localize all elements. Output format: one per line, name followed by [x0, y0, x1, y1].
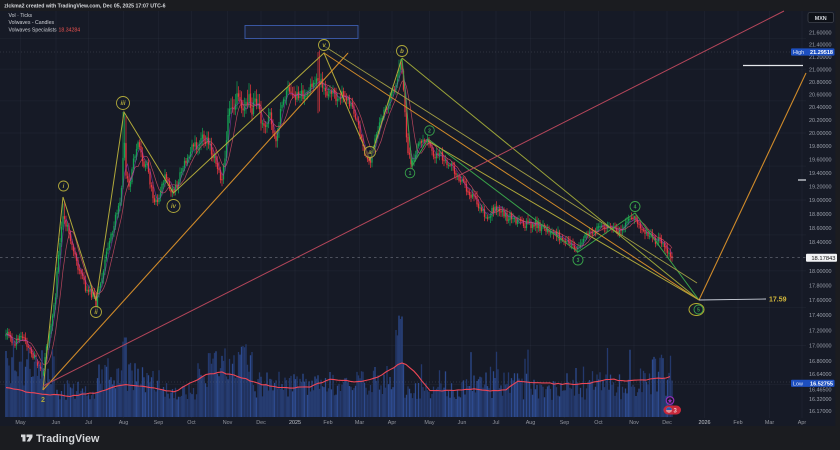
svg-text:19.20000: 19.20000: [809, 185, 831, 191]
svg-text:Dec: Dec: [662, 420, 672, 426]
svg-text:17.00000: 17.00000: [809, 344, 831, 350]
svg-text:Volwaves Specialists: Volwaves Specialists: [9, 27, 58, 33]
svg-text:20.80000: 20.80000: [809, 80, 831, 86]
svg-text:TradingView: TradingView: [36, 433, 100, 445]
svg-text:4: 4: [634, 204, 637, 210]
svg-text:Jul: Jul: [85, 420, 92, 426]
svg-text:18.00000: 18.00000: [809, 269, 831, 275]
svg-text:1: 1: [409, 171, 412, 177]
svg-text:a: a: [368, 150, 372, 156]
svg-text:Low: Low: [793, 381, 803, 387]
svg-text:b: b: [400, 49, 404, 55]
svg-text:20.60000: 20.60000: [809, 92, 831, 98]
svg-text:Aug: Aug: [119, 420, 129, 426]
svg-text:Apr: Apr: [388, 420, 397, 426]
svg-text:17.20000: 17.20000: [809, 328, 831, 334]
svg-text:iii: iii: [120, 101, 125, 107]
svg-text:Sep: Sep: [154, 420, 164, 426]
svg-text:21.60000: 21.60000: [809, 31, 831, 37]
svg-text:MXN: MXN: [815, 16, 827, 22]
svg-text:Feb: Feb: [323, 420, 332, 426]
svg-text:Nov: Nov: [629, 420, 639, 426]
svg-text:16.32000: 16.32000: [809, 397, 831, 403]
svg-text:19.40000: 19.40000: [809, 171, 831, 177]
svg-text:2: 2: [428, 128, 431, 134]
svg-text:21.29518: 21.29518: [810, 50, 833, 56]
svg-text:Oct: Oct: [187, 420, 196, 426]
svg-text:20.20000: 20.20000: [809, 118, 831, 124]
svg-text:20.40000: 20.40000: [809, 105, 831, 111]
svg-text:v: v: [322, 43, 326, 49]
svg-text:3: 3: [674, 408, 678, 414]
svg-text:16.64000: 16.64000: [809, 372, 831, 378]
svg-text:Vol · Ticks: Vol · Ticks: [9, 13, 33, 19]
svg-text:16.80000: 16.80000: [809, 359, 831, 365]
svg-text:3: 3: [577, 258, 580, 264]
svg-text:21.00000: 21.00000: [809, 67, 831, 73]
svg-text:Oct: Oct: [594, 420, 603, 426]
svg-text:19.00000: 19.00000: [809, 198, 831, 204]
svg-text:Dec: Dec: [256, 420, 266, 426]
svg-text:16.52755: 16.52755: [810, 381, 833, 387]
svg-text:19.60000: 19.60000: [809, 158, 831, 164]
svg-text:16.17000: 16.17000: [809, 409, 831, 415]
svg-text:18.60000: 18.60000: [809, 226, 831, 232]
svg-text:18.80000: 18.80000: [809, 212, 831, 218]
svg-text:2025: 2025: [289, 420, 301, 426]
svg-text:May: May: [424, 420, 434, 426]
svg-text:Nov: Nov: [223, 420, 233, 426]
svg-text:17.40000: 17.40000: [809, 313, 831, 319]
svg-text:2026: 2026: [699, 420, 711, 426]
svg-text:5: 5: [697, 307, 700, 313]
svg-text:Feb: Feb: [733, 420, 742, 426]
svg-text:May: May: [15, 420, 25, 426]
svg-text:2: 2: [41, 397, 45, 404]
svg-text:Jul: Jul: [493, 420, 500, 426]
svg-text:Mar: Mar: [355, 420, 364, 426]
svg-text:Mar: Mar: [765, 420, 774, 426]
svg-text:iv: iv: [171, 204, 177, 210]
svg-text:21.20000: 21.20000: [809, 55, 831, 61]
svg-text:21.40000: 21.40000: [809, 43, 831, 49]
svg-text:17.60000: 17.60000: [809, 298, 831, 304]
svg-text:Sep: Sep: [560, 420, 570, 426]
svg-text:17.59: 17.59: [769, 297, 787, 304]
svg-text:18.34284: 18.34284: [59, 27, 81, 33]
svg-text:18.17843: 18.17843: [811, 256, 835, 262]
svg-text:Apr: Apr: [798, 420, 807, 426]
svg-text:i: i: [63, 184, 65, 190]
svg-text:Aug: Aug: [526, 420, 536, 426]
svg-text:Jun: Jun: [52, 420, 61, 426]
svg-text:Jun: Jun: [458, 420, 467, 426]
svg-text:ii: ii: [94, 310, 98, 316]
svg-text:16.46500: 16.46500: [809, 388, 831, 394]
svg-text:17.80000: 17.80000: [809, 283, 831, 289]
svg-text:18.40000: 18.40000: [809, 240, 831, 246]
svg-text:zlckma2 created with TradingVi: zlckma2 created with TradingView.com, De…: [4, 4, 165, 10]
svg-text:High: High: [793, 50, 804, 56]
svg-text:19.80000: 19.80000: [809, 144, 831, 150]
svg-text:20.00000: 20.00000: [809, 131, 831, 137]
svg-text:Volwaves - Candles: Volwaves - Candles: [9, 20, 55, 26]
